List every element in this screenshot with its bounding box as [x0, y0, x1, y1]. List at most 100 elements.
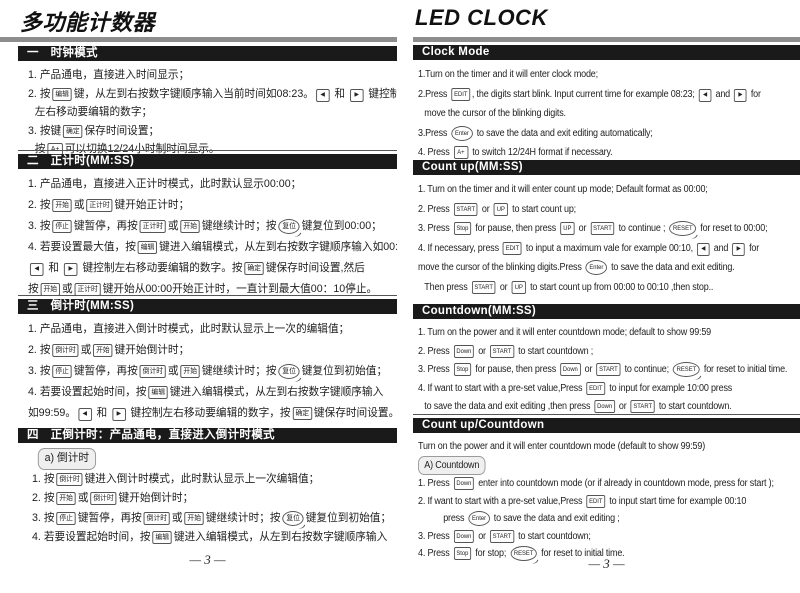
text-run: 或 [167, 220, 179, 232]
key-edit: 编辑 [148, 386, 168, 399]
key-start: START [471, 280, 496, 294]
subsection-label: A) Countdown [418, 455, 486, 475]
text-run: 键进入编辑模式，从左到右按数字键顺序输入 [173, 531, 388, 543]
key-start: START [489, 344, 515, 358]
instruction-line: 3. Press Down or START to start countdow… [418, 528, 762, 546]
instruction-line: 4. Press A+ to switch 12/24H format if n… [418, 143, 762, 163]
instruction-line: 4. If want to start with a pre-set value… [418, 380, 762, 399]
text-run: or [616, 401, 629, 412]
text-run: 1. 产品通电，直接进入时间显示； [28, 69, 190, 81]
text-run: to save the data and exit editing. [608, 262, 735, 273]
key-down: Down [453, 344, 475, 358]
text-run: for [746, 242, 760, 254]
key-count-up: 正计时 [86, 199, 113, 212]
key-countdown: 倒计时 [90, 492, 117, 505]
text-run: 或 [167, 365, 179, 377]
instruction-line: 4. If necessary, press EDIT to input a m… [418, 239, 762, 259]
section-right-2: Count up(MM:SS) 1. Turn on the timer and … [413, 160, 800, 297]
key-countdown: 倒计时 [139, 365, 166, 378]
key-down: Down [453, 529, 475, 543]
key-start: 开始 [56, 492, 76, 505]
text-run: or [475, 345, 489, 357]
text-run: to save the data and exit editing ,then … [424, 401, 593, 412]
key-stop: 停止 [52, 220, 72, 233]
instruction-line: 3.Press Enter to save the data and exit … [418, 124, 762, 144]
key-stop: 停止 [52, 365, 72, 378]
instruction-line: 3. 按键 确定 保存时间设置； [28, 122, 386, 141]
text-run: 按 [28, 283, 39, 295]
key-a-plus: A+ [453, 146, 469, 159]
instruction-line: 4. 若要设置起始时间，按 编辑 键进入编辑模式，从左到右按数字键顺序输入 [28, 382, 386, 403]
text-run: or [576, 223, 589, 234]
instruction-line: 2.Press EDIT, the digits start blink. In… [418, 85, 762, 105]
key-up: UP [511, 280, 526, 294]
key-edit: EDIT [586, 494, 606, 508]
text-run: to start countdown; [515, 530, 591, 542]
text-run: 3.Press [418, 127, 450, 139]
section-left-4: 四 正倒计时：产品通电，直接进入倒计时模式 a) 倒计时 1. 按倒计时 键进入倒计时… [18, 428, 397, 548]
key-start: 开始 [184, 511, 204, 525]
key-start: START [630, 400, 655, 413]
key-start: START [453, 202, 478, 216]
instruction-line: 1.Turn on the timer and it will enter cl… [418, 65, 762, 85]
section-left-1: 一 时钟模式 1. 产品通电，直接进入时间显示； 2. 按编辑 键，从左到右按数字键顺… [18, 46, 397, 159]
text-run: 键控制 [365, 87, 397, 100]
text-run: 4. If necessary, press [418, 242, 502, 254]
instruction-line: to save the data and exit editing ,then … [418, 398, 762, 417]
key-edit: EDIT [586, 381, 606, 395]
section-body: a) 倒计时 1. 按倒计时 键进入倒计时模式，此时默认显示上一次编辑值； 2. 按开… [18, 443, 397, 548]
instruction-line: 4. 若要设置最大值，按 编辑 键进入编辑模式，从左到右按数字键顺序输入如00:10… [28, 237, 397, 258]
text-run: or [582, 364, 595, 375]
instruction-line: 按开始或正计时 键开始从00:00开始正计时，一直计到最大值00：10停止。 [28, 279, 386, 300]
instruction-line: 按 A+ 可以切换12/24小时制时间显示。 [28, 140, 386, 159]
text-run: , the digits start blink. Input current … [471, 88, 698, 100]
key-start: 开始 [180, 220, 200, 233]
page-number-left: — 3 — [189, 552, 226, 567]
key-start: START [489, 529, 515, 543]
key-ok: 确定 [292, 407, 312, 420]
key-stop: Stop [453, 222, 472, 235]
key-reset: RESET [669, 221, 697, 236]
instruction-line: 1. Press Down enter into countdown mode … [418, 475, 774, 493]
instruction-line: move the cursor of the blinking digits. [418, 104, 762, 124]
text-run: 键保存时间设置,然后 [265, 262, 365, 274]
text-run: 和 [93, 407, 111, 419]
section-left-2: 二 正计时(MM:SS) 1. 产品通电，直接进入正计时模式，此时默认显示00:0… [18, 150, 397, 300]
text-run: or [497, 281, 510, 293]
text-run: 2. If want to start with a pre-set value… [418, 495, 585, 507]
key-count-up: 正计时 [139, 220, 166, 233]
instruction-line: press Enter to save the data and exit ed… [418, 510, 762, 528]
section-body: 1. 产品通电，直接进入倒计时模式，此时默认显示上一次的编辑值； 2. 按倒计时或… [18, 314, 397, 424]
instruction-line: 1. Turn on the timer and it will enter c… [418, 180, 762, 200]
instruction-line: Then press START or UP to start count up… [418, 278, 762, 298]
key-enter: Enter [468, 511, 490, 526]
text-run: 4. Press [418, 147, 452, 158]
text-run: 3. Press [418, 530, 452, 542]
text-run: move the cursor of the blinking digits. [424, 108, 566, 119]
text-run: to input start time for example 00:10 [606, 495, 747, 507]
key-enter: Enter [585, 260, 607, 275]
instruction-line: 3. 按停止 键暂停，再按 倒计时或开始 键继续计时；按 复位 键复位到初始值； [28, 361, 387, 382]
instruction-line: 2. 按开始或倒计时 键开始倒计时； [32, 489, 386, 509]
text-run: 键开始从00:00开始正计时，一直计到最大值00：10停止。 [102, 283, 378, 295]
instruction-line: 2. If want to start with a pre-set value… [418, 493, 762, 511]
text-run: 可以切换12/24小时制时间显示。 [64, 143, 220, 155]
instruction-line: Turn on the power and it will enter coun… [418, 438, 762, 456]
text-run: 键暂停，再按 [73, 365, 138, 377]
key-edit: 编辑 [52, 87, 72, 101]
text-run: 2. 按 [28, 344, 51, 356]
key-down: Down [560, 363, 581, 376]
text-run: 键暂停，再按 [77, 511, 142, 524]
text-run: 键复位到00:00； [301, 220, 382, 232]
key-enter: Enter [451, 125, 473, 141]
text-run: 键，从左到右按数字键顺序输入当前时间如08:23。 [73, 87, 314, 100]
text-run: 3. Press [418, 364, 452, 375]
key-countdown: 倒计时 [143, 511, 170, 525]
text-run: 2. Press [418, 345, 452, 357]
text-run: 键进入编辑模式，从左到右按数字键顺序输入 [169, 386, 384, 398]
subsection-label: a) 倒计时 [37, 448, 96, 470]
text-run: for [748, 88, 761, 100]
text-run: to continue; [622, 364, 672, 375]
text-run: for pause, then press [472, 364, 559, 375]
